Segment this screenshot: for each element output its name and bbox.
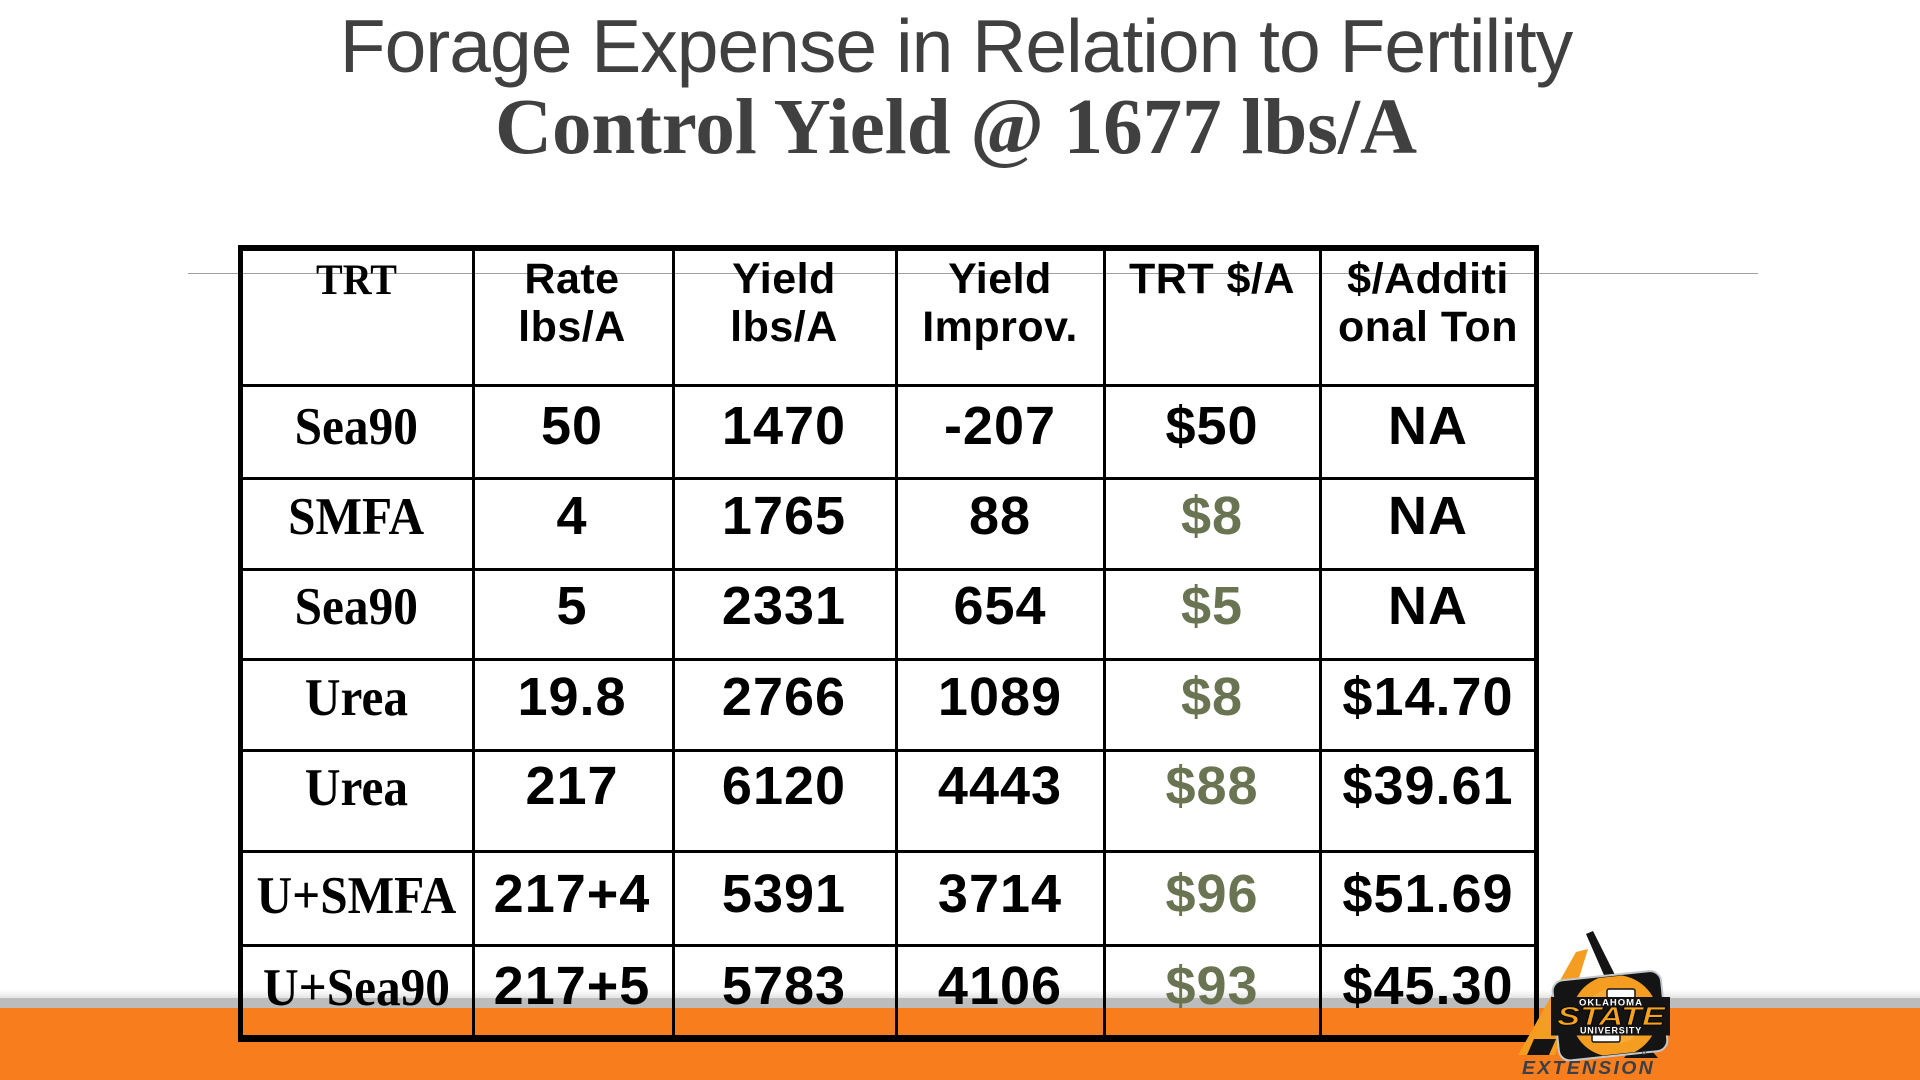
svg-text:UNIVERSITY: UNIVERSITY — [1580, 1026, 1642, 1036]
svg-text:OKLAHOMA: OKLAHOMA — [1579, 998, 1643, 1009]
svg-text:STATE: STATE — [1557, 1001, 1666, 1031]
svg-text:EXTENSION: EXTENSION — [1522, 1057, 1655, 1078]
